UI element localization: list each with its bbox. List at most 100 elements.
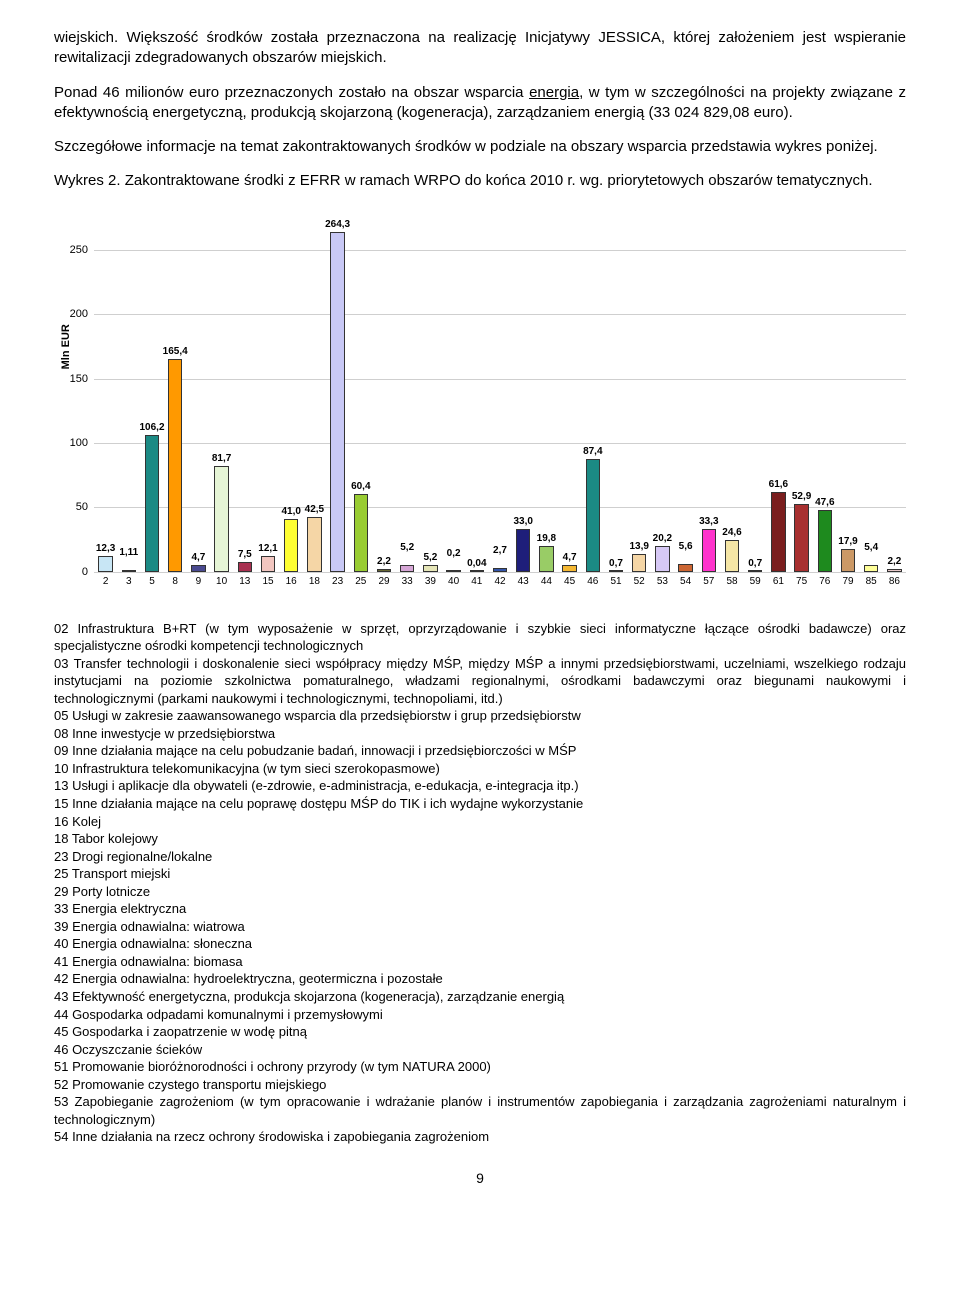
- chart-category-label: 41: [467, 576, 487, 587]
- legend-line: 52 Promowanie czystego transportu miejsk…: [54, 1076, 906, 1094]
- chart-bar-label: 2,2: [370, 556, 398, 567]
- legend-line: 39 Energia odnawialna: wiatrowa: [54, 918, 906, 936]
- legend-line: 43 Efektywność energetyczna, produkcja s…: [54, 988, 906, 1006]
- legend-line: 42 Energia odnawialna: hydroelektryczna,…: [54, 970, 906, 988]
- chart-gridline: [94, 443, 906, 444]
- legend-line: 13 Usługi i aplikacje dla obywateli (e-z…: [54, 777, 906, 795]
- legend-line: 10 Infrastruktura telekomunikacyjna (w t…: [54, 760, 906, 778]
- chart-category-label: 51: [606, 576, 626, 587]
- chart-bar-label: 0,7: [741, 558, 769, 569]
- chart-category-row: 2358910131516182325293339404142434445465…: [94, 572, 906, 590]
- chart-bar: [98, 556, 112, 572]
- chart-category-label: 59: [745, 576, 765, 587]
- chart-bar-label: 12,1: [254, 543, 282, 554]
- chart-category-label: 86: [884, 576, 904, 587]
- chart-bar: [284, 519, 298, 572]
- chart-bar: [214, 466, 228, 571]
- chart-gridline: [94, 379, 906, 380]
- p2-energia: energia: [529, 84, 579, 101]
- paragraph-4: Wykres 2. Zakontraktowane środki z EFRR …: [54, 171, 906, 191]
- chart-bar-label: 4,7: [184, 552, 212, 563]
- chart-bar-label: 19,8: [532, 533, 560, 544]
- chart-bar: [586, 459, 600, 571]
- chart-bar-label: 33,0: [509, 516, 537, 527]
- chart-bar: [307, 517, 321, 572]
- chart-bar: [725, 540, 739, 572]
- legend-line: 18 Tabor kolejowy: [54, 830, 906, 848]
- legend-line: 53 Zapobieganie zagrożeniom (w tym oprac…: [54, 1093, 906, 1128]
- chart-category-label: 16: [281, 576, 301, 587]
- legend-line: 54 Inne działania na rzecz ochrony środo…: [54, 1128, 906, 1146]
- chart-bar-label: 0,7: [602, 558, 630, 569]
- chart-bar-label: 60,4: [347, 481, 375, 492]
- legend-line: 29 Porty lotnicze: [54, 883, 906, 901]
- chart-bar: [841, 549, 855, 572]
- chart-category-label: 42: [490, 576, 510, 587]
- chart-bar: [400, 565, 414, 572]
- chart-bar: [261, 556, 275, 572]
- chart-category-label: 5: [142, 576, 162, 587]
- chart-gridline: [94, 250, 906, 251]
- legend-line: 46 Oczyszczanie ścieków: [54, 1041, 906, 1059]
- legend-line: 16 Kolej: [54, 813, 906, 831]
- p2-text-a: Ponad 46 milionów euro przeznaczonych zo…: [54, 84, 529, 101]
- legend-line: 41 Energia odnawialna: biomasa: [54, 953, 906, 971]
- legend-line: 05 Usługi w zakresie zaawansowanego wspa…: [54, 707, 906, 725]
- chart-bar-label: 106,2: [138, 422, 166, 433]
- chart-bar-label: 47,6: [811, 497, 839, 508]
- legend-line: 08 Inne inwestycje w przedsiębiorstwa: [54, 725, 906, 743]
- legend-line: 45 Gospodarka i zaopatrzenie w wodę pitn…: [54, 1023, 906, 1041]
- chart-category-label: 33: [397, 576, 417, 587]
- chart-area: Mln EUR 05010015020025012,31,11106,2165,…: [94, 212, 906, 572]
- chart-category-label: 46: [583, 576, 603, 587]
- chart-bar-label: 61,6: [764, 479, 792, 490]
- chart-bar-label: 33,3: [695, 516, 723, 527]
- chart-bar-label: 24,6: [718, 527, 746, 538]
- chart-category-label: 23: [328, 576, 348, 587]
- chart-ytick: 100: [64, 437, 88, 449]
- chart-bar: [632, 554, 646, 572]
- chart-category-label: 54: [676, 576, 696, 587]
- chart-ytick: 250: [64, 244, 88, 256]
- chart-bar: [539, 546, 553, 571]
- chart-category-label: 3: [119, 576, 139, 587]
- chart-ytick: 50: [64, 501, 88, 513]
- legend-line: 51 Promowanie bioróżnorodności i ochrony…: [54, 1058, 906, 1076]
- chart-bar-label: 5,6: [672, 541, 700, 552]
- chart-category-label: 15: [258, 576, 278, 587]
- chart-legend: 02 Infrastruktura B+RT (w tym wyposażeni…: [54, 620, 906, 1146]
- chart-category-label: 44: [536, 576, 556, 587]
- chart-ytick: 200: [64, 308, 88, 320]
- chart-bar: [678, 564, 692, 571]
- legend-line: 02 Infrastruktura B+RT (w tym wyposażeni…: [54, 620, 906, 655]
- chart-bar: [145, 435, 159, 572]
- legend-line: 09 Inne działania mające na celu pobudza…: [54, 742, 906, 760]
- chart-bar-label: 81,7: [208, 453, 236, 464]
- chart-bar: [168, 359, 182, 572]
- chart-bar: [238, 562, 252, 572]
- paragraph-3: Szczegółowe informacje na temat zakontra…: [54, 137, 906, 157]
- chart-category-label: 25: [351, 576, 371, 587]
- legend-line: 15 Inne działania mające na celu poprawę…: [54, 795, 906, 813]
- chart-bar: [655, 546, 669, 572]
- chart-gridline: [94, 314, 906, 315]
- chart-bar-label: 2,7: [486, 545, 514, 556]
- chart-category-label: 13: [235, 576, 255, 587]
- chart-category-label: 2: [96, 576, 116, 587]
- legend-line: 23 Drogi regionalne/lokalne: [54, 848, 906, 866]
- chart-category-label: 39: [420, 576, 440, 587]
- paragraph-1: wiejskich. Większość środków została prz…: [54, 28, 906, 69]
- chart-category-label: 79: [838, 576, 858, 587]
- chart-container: Mln EUR 05010015020025012,31,11106,2165,…: [54, 212, 906, 590]
- chart-bar-label: 2,2: [880, 556, 908, 567]
- chart-bar: [702, 529, 716, 572]
- chart-category-label: 58: [722, 576, 742, 587]
- chart-bar-label: 4,7: [556, 552, 584, 563]
- chart-bar-label: 0,04: [463, 558, 491, 569]
- legend-line: 25 Transport miejski: [54, 865, 906, 883]
- chart-ylabel: Mln EUR: [60, 324, 72, 369]
- chart-category-label: 85: [861, 576, 881, 587]
- chart-category-label: 9: [188, 576, 208, 587]
- chart-bar-label: 165,4: [161, 346, 189, 357]
- chart-category-label: 53: [652, 576, 672, 587]
